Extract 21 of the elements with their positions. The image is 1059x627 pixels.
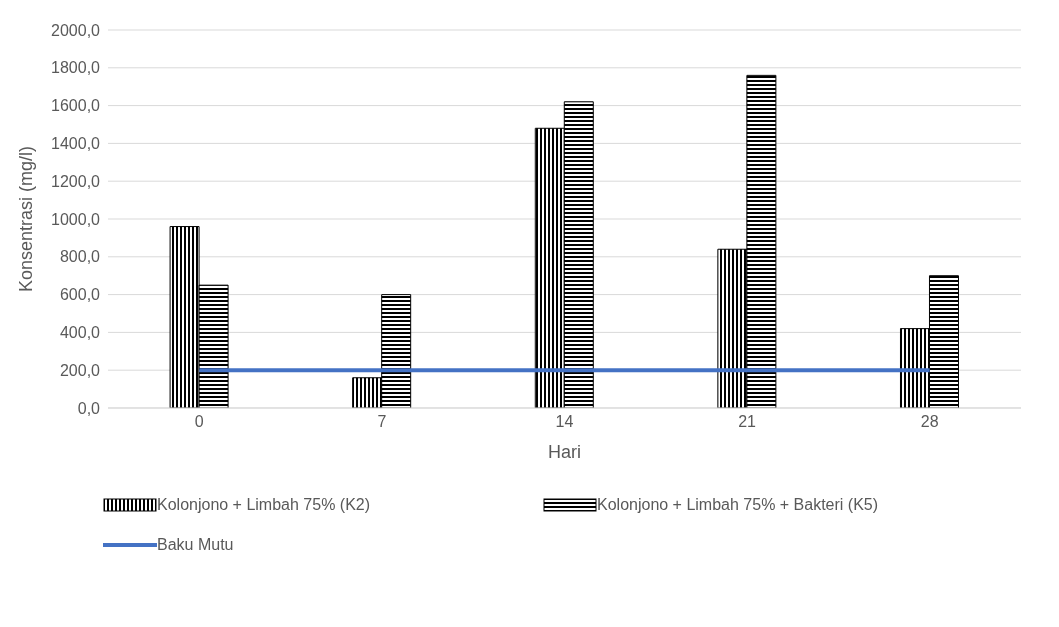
y-tick-label: 800,0 bbox=[59, 248, 101, 266]
legend-label: Kolonjono + Limbah 75% (K2) bbox=[157, 496, 371, 514]
y-tick-label: 2000,0 bbox=[51, 21, 101, 39]
y-tick-label: 200,0 bbox=[59, 361, 101, 379]
y-tick-label: 1800,0 bbox=[51, 59, 101, 77]
legend-label: Kolonjono + Limbah 75% + Bakteri (K5) bbox=[597, 496, 879, 514]
y-tick-label: 600,0 bbox=[59, 286, 101, 304]
y-axis-title: Konsentrasi (mg/l) bbox=[16, 145, 37, 293]
x-tick-label: 14 bbox=[555, 413, 574, 431]
x-tick-label: 0 bbox=[194, 413, 204, 431]
legend-label: Baku Mutu bbox=[157, 536, 234, 554]
y-tick-label: 0,0 bbox=[77, 399, 101, 417]
y-tick-label: 1400,0 bbox=[51, 135, 101, 153]
y-tick-label: 1200,0 bbox=[51, 172, 101, 190]
x-tick-label: 7 bbox=[377, 413, 387, 431]
x-axis-title: Hari bbox=[547, 442, 582, 462]
x-tick-label: 28 bbox=[920, 413, 939, 431]
y-tick-label: 1600,0 bbox=[51, 97, 101, 115]
y-tick-label: 400,0 bbox=[59, 324, 101, 342]
x-tick-label: 21 bbox=[738, 413, 757, 431]
y-tick-label: 1000,0 bbox=[51, 210, 101, 228]
